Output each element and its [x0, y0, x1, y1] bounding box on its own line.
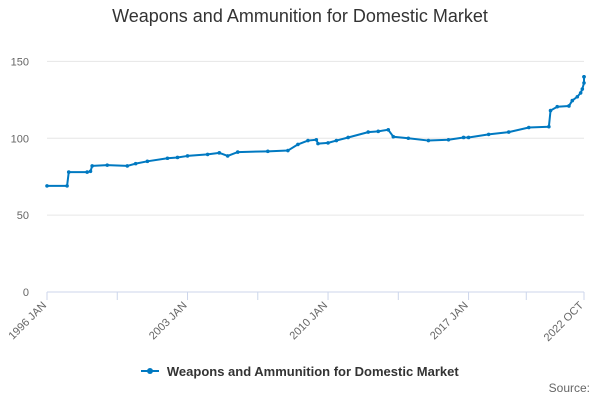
data-point[interactable]: [205, 152, 210, 157]
y-tick-label: 100: [11, 133, 29, 145]
data-point[interactable]: [85, 170, 89, 174]
data-point[interactable]: [296, 142, 300, 147]
data-point[interactable]: [466, 135, 471, 140]
data-point[interactable]: [578, 91, 583, 95]
data-point[interactable]: [555, 104, 560, 109]
data-point[interactable]: [526, 125, 531, 130]
data-point[interactable]: [376, 129, 381, 134]
data-point[interactable]: [580, 87, 585, 91]
x-tick-label: 2017 JAN: [428, 300, 471, 343]
data-point[interactable]: [570, 98, 575, 103]
legend-marker: [147, 367, 154, 374]
grid-layer: [47, 60, 584, 293]
data-point[interactable]: [548, 108, 553, 113]
data-point[interactable]: [105, 163, 110, 167]
x-tick-label: 2022 OCT: [542, 299, 587, 344]
x-tick-label: 2010 JAN: [288, 300, 331, 343]
data-point[interactable]: [446, 137, 451, 142]
data-point[interactable]: [185, 154, 190, 158]
data-point[interactable]: [145, 159, 150, 164]
data-point[interactable]: [461, 135, 466, 140]
data-point[interactable]: [334, 138, 339, 143]
data-point[interactable]: [306, 138, 310, 143]
data-point[interactable]: [582, 81, 586, 85]
x-tick-label: 1996 JAN: [6, 300, 49, 343]
data-point[interactable]: [316, 141, 320, 146]
data-point[interactable]: [286, 148, 290, 153]
data-point[interactable]: [165, 156, 170, 161]
legend[interactable]: Weapons and Ammunition for Domestic Mark…: [0, 364, 600, 379]
data-point[interactable]: [346, 135, 350, 140]
legend-label: Weapons and Ammunition for Domestic Mark…: [166, 364, 459, 379]
data-point[interactable]: [575, 94, 580, 99]
data-point[interactable]: [314, 137, 319, 142]
data-point[interactable]: [326, 141, 330, 145]
data-point[interactable]: [547, 124, 551, 129]
data-point[interactable]: [506, 130, 511, 134]
data-point[interactable]: [582, 74, 586, 79]
data-point[interactable]: [266, 149, 270, 154]
data-point[interactable]: [217, 151, 222, 155]
data-point[interactable]: [426, 138, 431, 143]
data-point[interactable]: [406, 136, 411, 141]
y-tick-label: 50: [17, 210, 29, 222]
data-point[interactable]: [45, 184, 49, 188]
source-label: Source:: [548, 381, 590, 395]
data-point[interactable]: [386, 127, 391, 132]
data-point[interactable]: [225, 154, 230, 158]
chart-title: Weapons and Ammunition for Domestic Mark…: [112, 6, 488, 26]
data-point[interactable]: [125, 164, 130, 168]
data-point[interactable]: [567, 104, 571, 108]
data-point[interactable]: [366, 130, 370, 134]
series-layer: [45, 74, 586, 188]
series-line[interactable]: [47, 76, 585, 187]
data-point[interactable]: [486, 132, 491, 137]
data-point[interactable]: [235, 150, 240, 154]
data-point[interactable]: [175, 155, 180, 160]
data-point[interactable]: [90, 164, 94, 168]
data-point[interactable]: [65, 184, 69, 188]
axis-layer: 0 50 100 150 1996 JAN 2003 JAN 2010 JAN 2017 JA…: [6, 56, 586, 344]
data-point[interactable]: [88, 169, 93, 174]
data-point[interactable]: [391, 134, 396, 139]
data-point[interactable]: [66, 170, 71, 174]
y-tick-label: 0: [23, 287, 29, 299]
y-tick-label: 150: [11, 56, 29, 68]
legend-swatch: [141, 367, 160, 374]
x-tick-label: 2003 JAN: [147, 300, 190, 343]
data-point[interactable]: [133, 161, 138, 166]
